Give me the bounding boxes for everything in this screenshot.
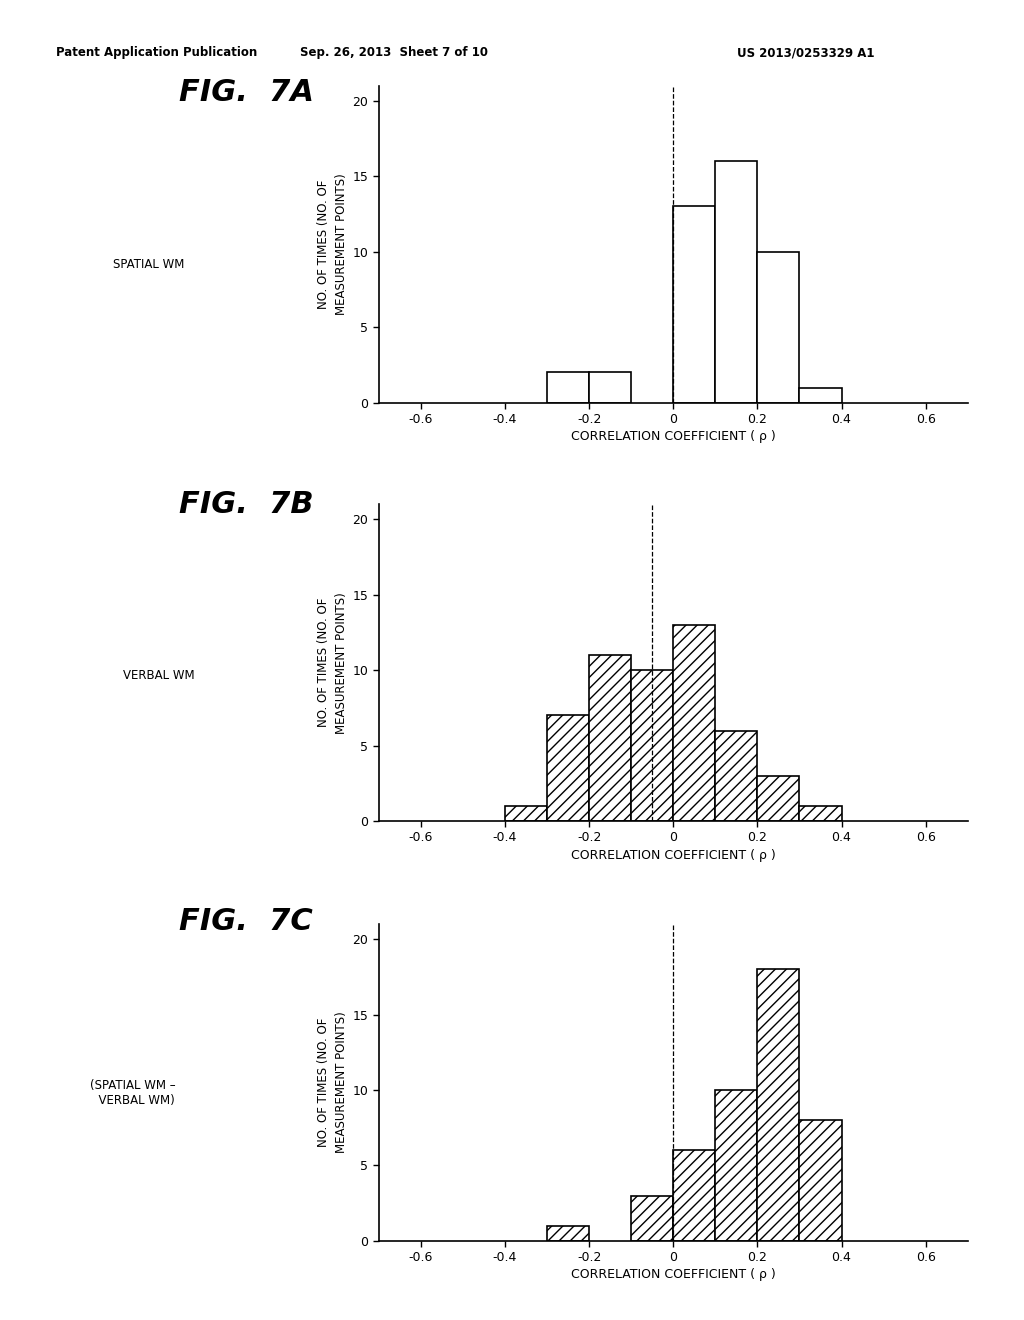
Bar: [800, 807, 842, 821]
Text: FIG.  7C: FIG. 7C: [179, 907, 313, 936]
Bar: [589, 655, 631, 821]
Text: FIG.  7A: FIG. 7A: [179, 78, 314, 107]
Text: US 2013/0253329 A1: US 2013/0253329 A1: [737, 46, 874, 59]
Bar: [547, 372, 589, 403]
Bar: [589, 372, 631, 403]
Bar: [674, 1150, 716, 1241]
Y-axis label: NO. OF TIMES (NO. OF
MEASUREMENT POINTS): NO. OF TIMES (NO. OF MEASUREMENT POINTS): [317, 1011, 348, 1154]
X-axis label: CORRELATION COEFFICIENT ( ρ ): CORRELATION COEFFICIENT ( ρ ): [571, 849, 775, 862]
Bar: [505, 807, 547, 821]
Y-axis label: NO. OF TIMES (NO. OF
MEASUREMENT POINTS): NO. OF TIMES (NO. OF MEASUREMENT POINTS): [317, 173, 348, 315]
Text: (SPATIAL WM –
  VERBAL WM): (SPATIAL WM – VERBAL WM): [90, 1078, 176, 1107]
Text: Patent Application Publication: Patent Application Publication: [56, 46, 258, 59]
Bar: [800, 388, 842, 403]
Bar: [547, 715, 589, 821]
X-axis label: CORRELATION COEFFICIENT ( ρ ): CORRELATION COEFFICIENT ( ρ ): [571, 430, 775, 444]
Text: VERBAL WM: VERBAL WM: [123, 669, 195, 682]
Bar: [716, 161, 758, 403]
Bar: [758, 969, 800, 1241]
Bar: [800, 1121, 842, 1241]
Text: SPATIAL WM: SPATIAL WM: [113, 257, 184, 271]
X-axis label: CORRELATION COEFFICIENT ( ρ ): CORRELATION COEFFICIENT ( ρ ): [571, 1269, 775, 1282]
Text: Sep. 26, 2013  Sheet 7 of 10: Sep. 26, 2013 Sheet 7 of 10: [300, 46, 488, 59]
Bar: [674, 206, 716, 403]
Bar: [547, 1226, 589, 1241]
Y-axis label: NO. OF TIMES (NO. OF
MEASUREMENT POINTS): NO. OF TIMES (NO. OF MEASUREMENT POINTS): [317, 591, 348, 734]
Bar: [631, 671, 674, 821]
Bar: [631, 1196, 674, 1241]
Bar: [716, 1090, 758, 1241]
Bar: [674, 624, 716, 821]
Bar: [758, 252, 800, 403]
Text: FIG.  7B: FIG. 7B: [179, 490, 313, 519]
Bar: [758, 776, 800, 821]
Bar: [716, 730, 758, 821]
